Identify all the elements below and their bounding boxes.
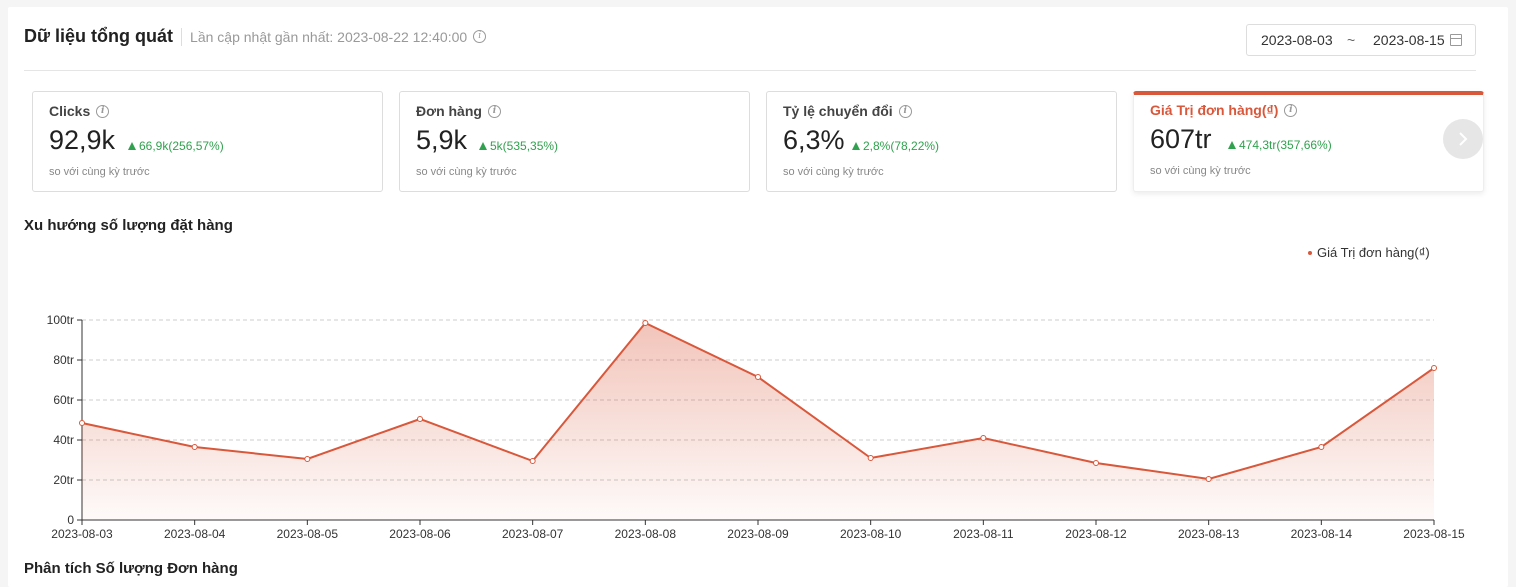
data-point bbox=[980, 435, 987, 441]
header-divider bbox=[24, 70, 1476, 71]
x-tick-label: 2023-08-14 bbox=[1291, 527, 1353, 541]
data-point bbox=[1093, 460, 1099, 466]
metric-delta: 2,8%(78,22%) bbox=[852, 139, 939, 153]
metric-compare-text: so với cùng kỳ trước bbox=[416, 166, 517, 178]
x-tick-label: 2023-08-04 bbox=[164, 527, 226, 541]
metric-card-orders[interactable]: Đơn hàng i 5,9k 5k(535,35%) so với cùng k… bbox=[399, 91, 750, 192]
metric-label: Tỷ lệ chuyển đổi i bbox=[783, 103, 912, 119]
chevron-right-icon bbox=[1459, 132, 1468, 146]
metric-delta: 66,9k(256,57%) bbox=[128, 139, 224, 153]
y-tick-label: 80tr bbox=[53, 353, 74, 367]
y-tick-label: 100tr bbox=[47, 313, 74, 327]
data-point bbox=[304, 456, 311, 462]
metric-label: Giá Trị đơn hàng(₫) i bbox=[1150, 102, 1298, 118]
metric-compare-text: so với cùng kỳ trước bbox=[1150, 165, 1251, 177]
info-icon[interactable]: i bbox=[487, 104, 501, 118]
metric-value: 5,9k bbox=[416, 125, 468, 155]
legend-marker bbox=[1308, 250, 1312, 255]
arrow-up-icon bbox=[479, 142, 487, 150]
metric-label: Clicks i bbox=[49, 103, 110, 119]
date-to[interactable]: 2023-08-15 bbox=[1373, 32, 1445, 48]
series-area bbox=[82, 323, 1434, 520]
title-divider bbox=[181, 27, 183, 46]
metric-card-order-value[interactable]: Giá Trị đơn hàng(₫) i 607tr 474,3tr(357,6… bbox=[1133, 91, 1484, 192]
x-tick-label: 2023-08-13 bbox=[1178, 527, 1240, 541]
x-tick-label: 2023-08-09 bbox=[727, 527, 789, 541]
metric-value: 607tr bbox=[1150, 124, 1212, 154]
cards-next-button[interactable] bbox=[1443, 119, 1483, 159]
metric-card-conversion[interactable]: Tỷ lệ chuyển đổi i 6,3% 2,8%(78,22%) so v… bbox=[766, 91, 1117, 192]
data-point bbox=[867, 455, 874, 461]
next-section-title: Phân tích Số lượng Đơn hàng bbox=[24, 560, 238, 577]
y-tick-label: 0 bbox=[67, 513, 74, 527]
date-from[interactable]: 2023-08-03 bbox=[1261, 32, 1333, 48]
data-point bbox=[1205, 476, 1212, 482]
metric-card-clicks[interactable]: Clicks i 92,9k 66,9k(256,57%) so với cùng… bbox=[32, 91, 383, 192]
metric-value: 92,9k bbox=[49, 125, 116, 155]
data-point bbox=[1431, 365, 1437, 371]
calendar-icon[interactable] bbox=[1450, 34, 1462, 46]
y-tick-label: 20tr bbox=[53, 473, 74, 487]
metric-compare-text: so với cùng kỳ trước bbox=[49, 166, 150, 178]
x-tick-label: 2023-08-05 bbox=[277, 527, 339, 541]
last-updated-text: Lần cập nhật gần nhất: 2023-08-22 12:40:… bbox=[190, 28, 468, 45]
x-tick-label: 2023-08-08 bbox=[615, 527, 677, 541]
date-range-separator: ~ bbox=[1347, 32, 1356, 48]
x-tick-label: 2023-08-07 bbox=[502, 527, 564, 541]
page-title: Dữ liệu tổng quát bbox=[24, 26, 174, 46]
arrow-up-icon bbox=[1228, 141, 1236, 149]
data-point bbox=[642, 320, 649, 326]
info-icon[interactable]: i bbox=[96, 104, 110, 118]
x-tick-label: 2023-08-15 bbox=[1403, 527, 1465, 541]
data-point bbox=[755, 374, 761, 380]
chart-title: Xu hướng số lượng đặt hàng bbox=[24, 217, 233, 234]
arrow-up-icon bbox=[852, 142, 860, 150]
order-trend-chart: 0 20tr 40tr 60tr 80tr 100tr 2023-08-03 2023-08-… bbox=[47, 313, 1465, 541]
metric-value: 6,3% bbox=[783, 125, 845, 155]
metric-label: Đơn hàng i bbox=[416, 103, 501, 119]
y-tick-label: 60tr bbox=[53, 393, 74, 407]
legend-label: Giá Trị đơn hàng(₫) bbox=[1317, 245, 1430, 260]
metric-delta: 5k(535,35%) bbox=[479, 139, 558, 153]
x-tick-label: 2023-08-11 bbox=[953, 527, 1014, 541]
data-point bbox=[417, 416, 423, 422]
x-tick-label: 2023-08-10 bbox=[840, 527, 902, 541]
info-icon[interactable]: i bbox=[898, 104, 912, 118]
overview-header: Dữ liệu tổng quát Lần cập nhật gần nhất:… bbox=[24, 26, 487, 47]
x-tick-label: 2023-08-12 bbox=[1065, 527, 1127, 541]
chart-legend-item[interactable]: Giá Trị đơn hàng(₫) bbox=[1308, 245, 1430, 260]
info-icon[interactable]: i bbox=[1284, 103, 1298, 117]
metric-compare-text: so với cùng kỳ trước bbox=[783, 166, 884, 178]
metric-delta: 474,3tr(357,66%) bbox=[1228, 138, 1332, 152]
arrow-up-icon bbox=[128, 142, 136, 150]
data-point bbox=[79, 420, 85, 426]
x-tick-label: 2023-08-03 bbox=[51, 527, 113, 541]
x-tick-label: 2023-08-06 bbox=[389, 527, 451, 541]
data-point bbox=[1318, 444, 1325, 450]
date-range-picker[interactable]: 2023-08-03 ~ 2023-08-15 bbox=[1246, 24, 1476, 56]
y-tick-label: 40tr bbox=[53, 433, 74, 447]
data-point bbox=[191, 444, 198, 450]
info-icon[interactable]: i bbox=[473, 30, 487, 43]
data-point bbox=[529, 458, 536, 464]
